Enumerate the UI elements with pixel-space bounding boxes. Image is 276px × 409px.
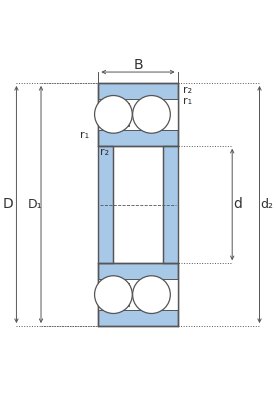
Text: D₁: D₁ [28, 198, 43, 211]
Text: r₂: r₂ [183, 85, 192, 95]
Circle shape [133, 276, 170, 313]
Text: D: D [3, 198, 14, 211]
Circle shape [133, 96, 170, 133]
Bar [163, 146, 177, 263]
Bar [98, 146, 113, 263]
Text: r₁: r₁ [183, 96, 192, 106]
Bar [98, 99, 177, 130]
Text: r₁: r₁ [80, 130, 89, 140]
Text: r₂: r₂ [100, 147, 109, 157]
Bar [113, 103, 129, 126]
Circle shape [95, 276, 132, 313]
Bar [98, 83, 177, 146]
Text: d₂: d₂ [260, 198, 273, 211]
Bar [98, 263, 177, 326]
Bar [98, 279, 177, 310]
Bar [113, 283, 129, 306]
Text: d: d [233, 198, 242, 211]
Text: B: B [133, 58, 143, 72]
Circle shape [95, 96, 132, 133]
